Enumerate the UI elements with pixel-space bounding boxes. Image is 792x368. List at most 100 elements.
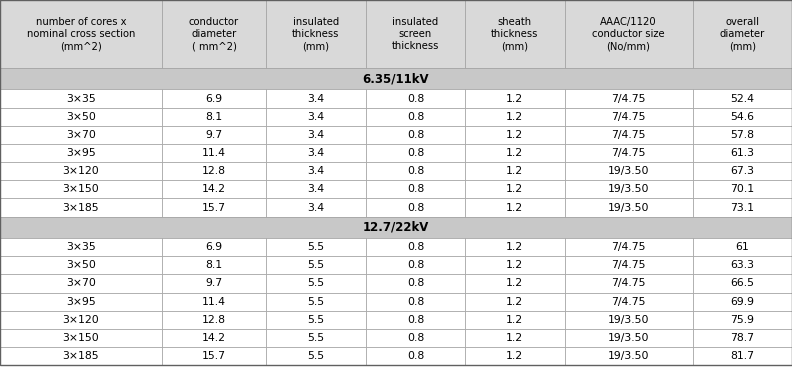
Bar [266, 347, 366, 365]
Text: 0.8: 0.8 [407, 166, 424, 176]
Bar [565, 238, 692, 256]
Text: 19/3.50: 19/3.50 [607, 333, 649, 343]
Text: 1.2: 1.2 [506, 93, 524, 103]
Text: 0.8: 0.8 [407, 148, 424, 158]
Text: 19/3.50: 19/3.50 [607, 315, 649, 325]
Text: 57.8: 57.8 [730, 130, 754, 140]
Bar [366, 126, 465, 144]
Text: 8.1: 8.1 [205, 260, 223, 270]
Text: 5.5: 5.5 [307, 242, 325, 252]
Text: 0.8: 0.8 [407, 130, 424, 140]
Text: 7/4.75: 7/4.75 [611, 112, 645, 122]
Text: 67.3: 67.3 [730, 166, 754, 176]
Text: 3.4: 3.4 [307, 166, 325, 176]
Bar [692, 180, 792, 198]
Bar [162, 198, 266, 217]
Text: overall
diameter
(mm): overall diameter (mm) [720, 17, 765, 52]
Text: 5.5: 5.5 [307, 333, 325, 343]
Text: 0.8: 0.8 [407, 93, 424, 103]
Text: 0.8: 0.8 [407, 112, 424, 122]
Bar [266, 198, 366, 217]
Text: 9.7: 9.7 [205, 130, 223, 140]
Bar [0, 217, 792, 238]
Text: 3×120: 3×120 [63, 315, 99, 325]
Bar [0, 0, 162, 68]
Bar [465, 89, 565, 107]
Text: 0.8: 0.8 [407, 184, 424, 194]
Text: 19/3.50: 19/3.50 [607, 184, 649, 194]
Bar [692, 329, 792, 347]
Bar [465, 0, 565, 68]
Bar [465, 256, 565, 275]
Bar [465, 329, 565, 347]
Bar [692, 238, 792, 256]
Bar [565, 347, 692, 365]
Text: 1.2: 1.2 [506, 166, 524, 176]
Text: 69.9: 69.9 [730, 297, 754, 307]
Text: 12.8: 12.8 [202, 166, 226, 176]
Bar [162, 107, 266, 126]
Bar [465, 238, 565, 256]
Bar [162, 293, 266, 311]
Bar [0, 68, 792, 89]
Text: 3.4: 3.4 [307, 130, 325, 140]
Bar [465, 275, 565, 293]
Bar [266, 162, 366, 180]
Bar [266, 107, 366, 126]
Text: 0.8: 0.8 [407, 203, 424, 213]
Text: insulated
screen
thickness: insulated screen thickness [392, 17, 439, 52]
Text: 1.2: 1.2 [506, 279, 524, 289]
Bar [266, 238, 366, 256]
Text: 1.2: 1.2 [506, 112, 524, 122]
Bar [465, 198, 565, 217]
Text: 3×150: 3×150 [63, 333, 99, 343]
Bar [565, 311, 692, 329]
Bar [162, 256, 266, 275]
Bar [692, 275, 792, 293]
Bar [565, 198, 692, 217]
Bar [692, 347, 792, 365]
Bar [162, 162, 266, 180]
Text: 3×70: 3×70 [66, 279, 96, 289]
Text: 1.2: 1.2 [506, 148, 524, 158]
Text: 78.7: 78.7 [730, 333, 754, 343]
Text: 7/4.75: 7/4.75 [611, 260, 645, 270]
Bar [162, 238, 266, 256]
Text: 12.8: 12.8 [202, 315, 226, 325]
Bar [266, 180, 366, 198]
Bar [366, 329, 465, 347]
Bar [565, 293, 692, 311]
Text: 7/4.75: 7/4.75 [611, 279, 645, 289]
Text: 70.1: 70.1 [730, 184, 754, 194]
Text: 61.3: 61.3 [730, 148, 754, 158]
Bar [565, 329, 692, 347]
Text: conductor
diameter
( mm^2): conductor diameter ( mm^2) [189, 17, 239, 52]
Text: 5.5: 5.5 [307, 315, 325, 325]
Text: 3×70: 3×70 [66, 130, 96, 140]
Bar [162, 329, 266, 347]
Text: 11.4: 11.4 [202, 297, 226, 307]
Bar [0, 107, 162, 126]
Text: 3×95: 3×95 [66, 148, 96, 158]
Text: insulated
thickness
(mm): insulated thickness (mm) [292, 17, 340, 52]
Bar [366, 293, 465, 311]
Bar [162, 180, 266, 198]
Text: 1.2: 1.2 [506, 242, 524, 252]
Text: 5.5: 5.5 [307, 297, 325, 307]
Bar [692, 256, 792, 275]
Text: 7/4.75: 7/4.75 [611, 242, 645, 252]
Text: 0.8: 0.8 [407, 279, 424, 289]
Text: 1.2: 1.2 [506, 297, 524, 307]
Text: 0.8: 0.8 [407, 351, 424, 361]
Bar [692, 0, 792, 68]
Text: 6.9: 6.9 [205, 93, 223, 103]
Bar [0, 238, 162, 256]
Bar [565, 162, 692, 180]
Text: 8.1: 8.1 [205, 112, 223, 122]
Bar [465, 107, 565, 126]
Bar [366, 347, 465, 365]
Text: 66.5: 66.5 [730, 279, 754, 289]
Text: 3×120: 3×120 [63, 166, 99, 176]
Text: 3.4: 3.4 [307, 112, 325, 122]
Text: 1.2: 1.2 [506, 333, 524, 343]
